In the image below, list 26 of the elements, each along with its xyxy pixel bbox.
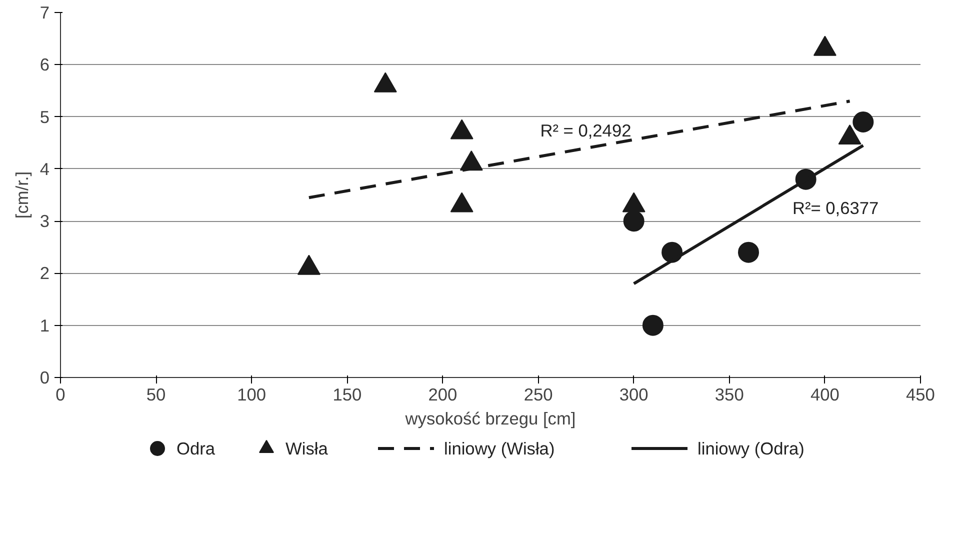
y-tick-label: 0 [40,368,50,388]
y-tick-label: 1 [40,315,50,336]
legend-label: Wisła [286,438,328,458]
y-tick-label: 6 [40,54,50,75]
x-tick-label: 300 [619,384,648,404]
x-tick-label: 450 [906,384,935,404]
y-tick-label: 3 [40,211,50,232]
annotation: R²= 0,6377 [792,198,879,218]
x-tick-label: 400 [810,384,840,404]
y-tick-label: 5 [40,106,50,127]
x-tick-label: 250 [524,384,553,404]
legend-label: liniowy (Wisła) [444,438,555,458]
x-tick-label: 0 [56,384,66,404]
annotation: R² = 0,2492 [540,120,632,140]
y-tick-label: 2 [40,263,50,284]
x-tick-label: 150 [332,384,362,404]
x-axis-title: wysokość brzegu [cm] [404,408,576,428]
y-tick-label: 7 [40,2,50,22]
legend-label: liniowy (Odra) [698,438,804,458]
x-tick-label: 350 [714,384,744,404]
x-tick-label: 50 [146,384,166,404]
y-tick-label: 4 [40,158,50,179]
y-axis-title: [cm/r.] [12,171,32,219]
legend-label: Odra [176,438,216,458]
x-tick-label: 100 [237,384,266,404]
x-tick-label: 200 [428,384,458,404]
